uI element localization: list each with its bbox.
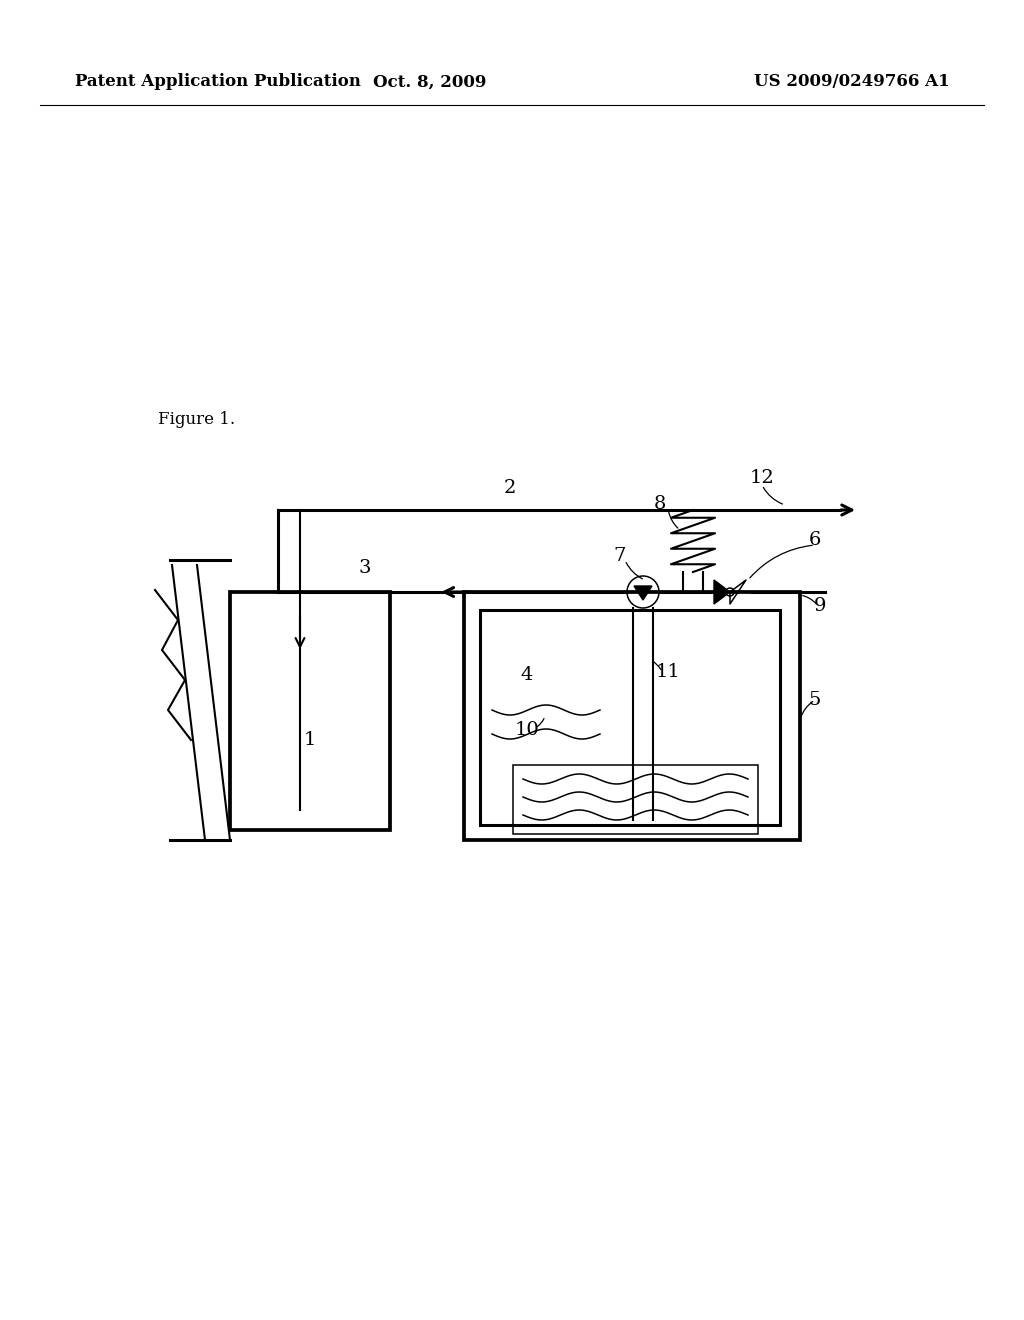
Text: 7: 7	[613, 546, 627, 565]
Text: US 2009/0249766 A1: US 2009/0249766 A1	[755, 74, 950, 91]
Text: Oct. 8, 2009: Oct. 8, 2009	[374, 74, 486, 91]
Bar	[464, 591, 800, 840]
Text: 6: 6	[809, 531, 821, 549]
Bar	[513, 766, 758, 834]
Text: 11: 11	[655, 663, 680, 681]
Text: 10: 10	[515, 721, 540, 739]
Text: 5: 5	[809, 690, 821, 709]
Bar	[480, 610, 780, 825]
Text: Figure 1.: Figure 1.	[158, 412, 236, 429]
Polygon shape	[634, 586, 652, 601]
Text: Patent Application Publication: Patent Application Publication	[75, 74, 360, 91]
Polygon shape	[714, 579, 730, 605]
Bar	[230, 591, 390, 830]
Text: 3: 3	[358, 558, 372, 577]
Text: 9: 9	[814, 597, 826, 615]
Text: 12: 12	[750, 469, 774, 487]
Text: 4: 4	[521, 667, 534, 684]
Circle shape	[726, 587, 734, 597]
Text: 2: 2	[504, 479, 516, 498]
Text: 1: 1	[304, 731, 316, 748]
Text: 8: 8	[653, 495, 667, 513]
